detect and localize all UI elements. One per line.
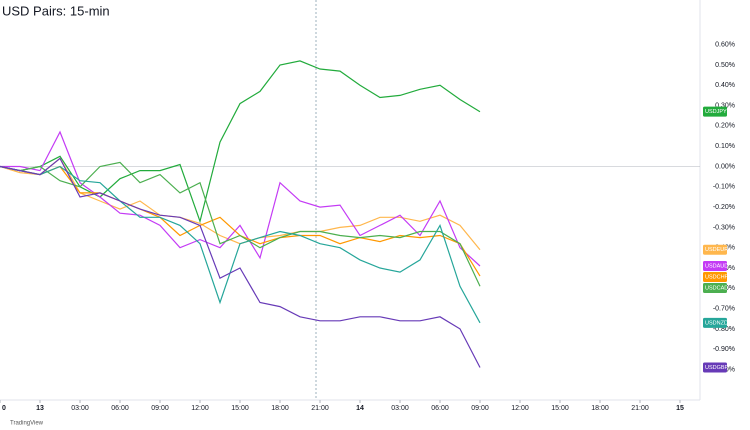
x-tick-label: 15:00 [231,405,249,412]
legend-badge [703,362,727,373]
y-tick-label: -0.10% [713,184,735,191]
y-tick-label: 0.00% [715,163,735,170]
x-tick-label: 06:00 [111,405,129,412]
y-tick-label: 0.60% [715,42,735,49]
y-tick-label: 0.50% [715,62,735,69]
x-tick-label: 0 [2,405,6,412]
series-line [0,157,481,368]
legend-badge [703,260,727,271]
x-tick-label: 21:00 [311,405,329,412]
legend-label: USDNZD [705,320,728,326]
legend-label: USDCAD [705,285,728,291]
y-tick-label: 0.40% [715,82,735,89]
x-tick-label: 09:00 [471,405,489,412]
y-tick-label: -0.90% [713,346,735,353]
series-line [0,165,481,277]
x-tick-label: 14 [356,405,364,412]
series-line [0,161,481,287]
y-tick-label: -0.20% [713,204,735,211]
legend-badge [703,106,727,117]
legend-badge [703,282,727,293]
chart-title: USD Pairs: 15-min [2,3,110,18]
legend-label: USDEUR [705,247,728,253]
y-tick-label: 0.20% [715,123,735,130]
y-tick-label: -0.30% [713,224,735,231]
x-tick-label: 13 [36,405,44,412]
legend-badge [703,271,727,282]
y-tick-label: 0.10% [715,143,735,150]
y-tick-label: -0.70% [713,305,735,312]
x-tick-label: 15:00 [551,405,569,412]
x-tick-label: 12:00 [511,405,529,412]
series-line [0,165,481,324]
legend-badge [703,317,727,328]
y-tick-label: -0.80% [713,326,735,333]
footer: TradingView [10,421,44,427]
legend-badge [703,244,727,255]
x-tick-label: 18:00 [591,405,609,412]
x-tick-label: 15 [676,405,684,412]
legend-label: USDJPY [705,109,727,115]
x-tick-label: 12:00 [191,405,209,412]
series-line [0,60,481,224]
x-tick-label: 03:00 [71,405,89,412]
x-tick-label: 03:00 [391,405,409,412]
x-tick-label: 21:00 [631,405,649,412]
legend-label: USDAUD [705,263,728,269]
legend-label: USDCHF [705,274,729,280]
series-line [0,130,481,267]
x-tick-label: 09:00 [151,405,169,412]
x-tick-label: 06:00 [431,405,449,412]
legend-label: USDGBP [705,365,729,371]
y-tick-label: 0.30% [715,102,735,109]
x-tick-label: 18:00 [271,405,289,412]
